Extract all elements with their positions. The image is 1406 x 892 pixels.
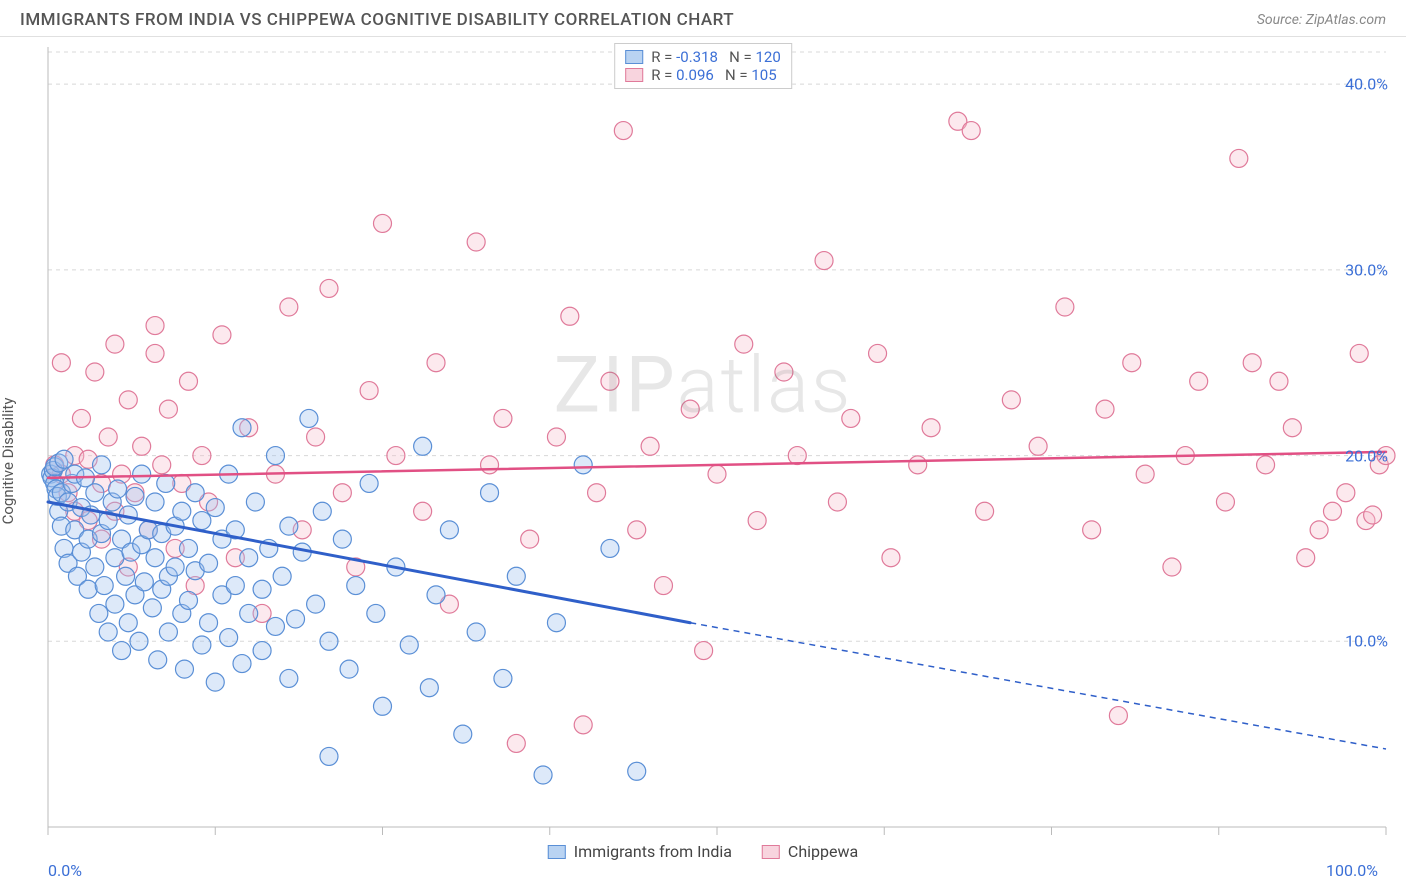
chart-title: IMMIGRANTS FROM INDIA VS CHIPPEWA COGNIT…	[20, 10, 734, 30]
legend-swatch	[762, 845, 780, 859]
legend-swatch	[625, 50, 643, 64]
legend-stats: R = 0.096 N = 105	[651, 66, 776, 84]
legend-stats: R = -0.318 N = 120	[651, 48, 781, 66]
series-legend: Immigrants from India Chippewa	[548, 842, 858, 861]
legend-swatch	[548, 845, 566, 859]
scatter-plot	[0, 37, 1406, 867]
source-attribution: Source: ZipAtlas.com	[1257, 12, 1386, 28]
series-name: Immigrants from India	[574, 842, 732, 861]
correlation-legend: R = -0.318 N = 120R = 0.096 N = 105	[614, 43, 792, 89]
series-legend-item: Chippewa	[762, 842, 858, 861]
legend-swatch	[625, 68, 643, 82]
y-axis-label: Cognitive Disability	[0, 398, 17, 525]
series-name: Chippewa	[788, 842, 858, 861]
series-legend-item: Immigrants from India	[548, 842, 732, 861]
legend-row: R = 0.096 N = 105	[625, 66, 781, 84]
legend-row: R = -0.318 N = 120	[625, 48, 781, 66]
chart-area: Cognitive Disability ZIPatlas R = -0.318…	[0, 37, 1406, 867]
